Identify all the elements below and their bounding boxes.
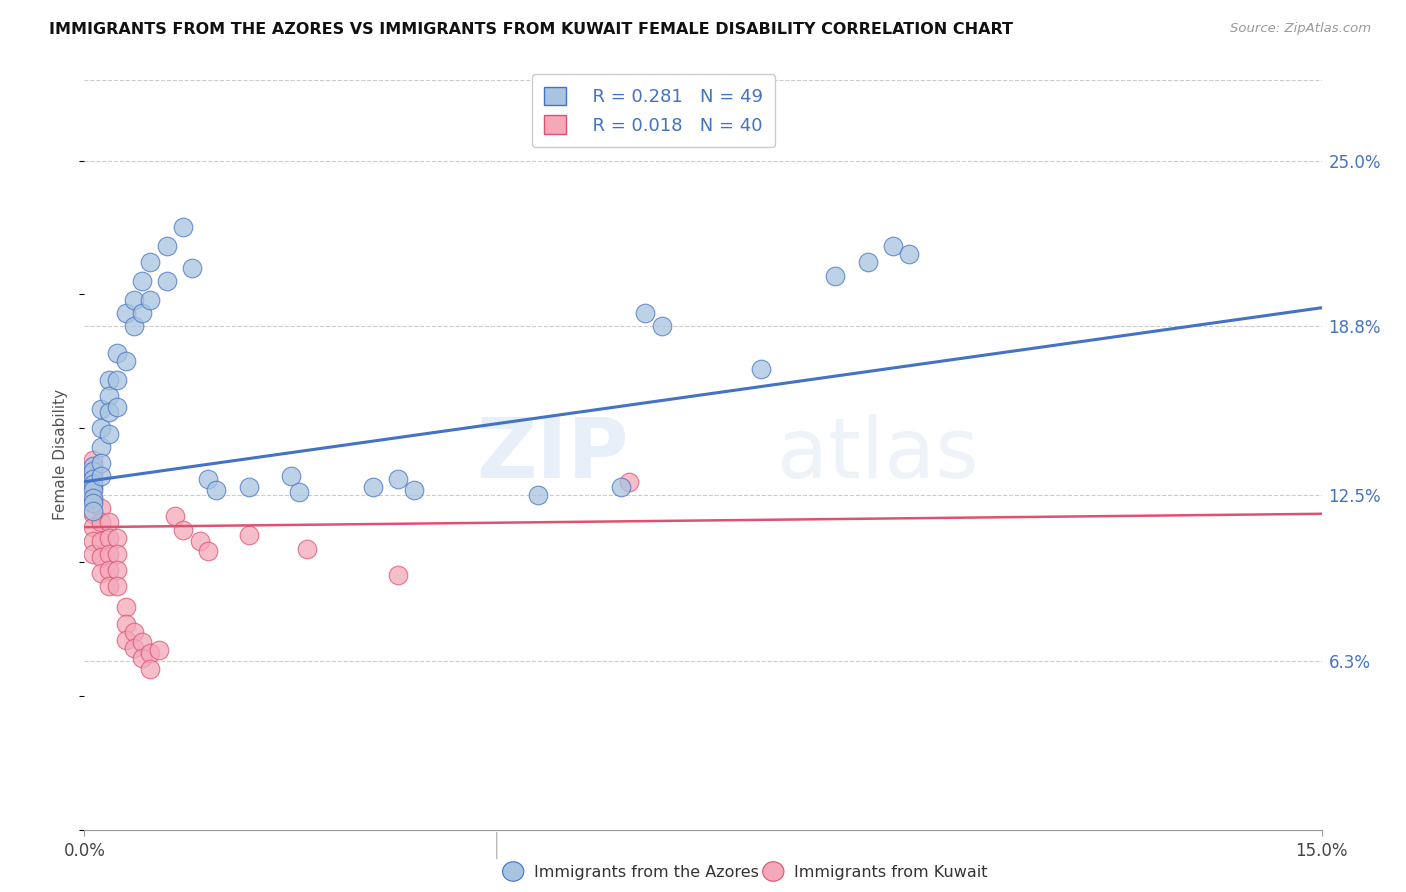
Point [82, 496, 104, 510]
Point [82, 504, 104, 518]
Point [90, 501, 112, 516]
Point [749, 362, 772, 376]
Point [105, 547, 128, 561]
Text: atlas: atlas [778, 415, 979, 495]
Point [131, 635, 153, 649]
Y-axis label: Female Disability: Female Disability [53, 389, 69, 521]
Point [634, 306, 657, 320]
Point [898, 247, 921, 261]
Text: IMMIGRANTS FROM THE AZORES VS IMMIGRANTS FROM KUWAIT FEMALE DISABILITY CORRELATI: IMMIGRANTS FROM THE AZORES VS IMMIGRANTS… [49, 22, 1014, 37]
Point [295, 541, 318, 556]
Point [527, 488, 550, 502]
Point [98, 515, 121, 529]
Point [387, 568, 409, 582]
Point [90, 440, 112, 454]
Point [105, 400, 128, 414]
Point [105, 373, 128, 387]
Point [82, 477, 104, 491]
Point [82, 520, 104, 534]
Point [82, 472, 104, 486]
Text: Source: ZipAtlas.com: Source: ZipAtlas.com [1230, 22, 1371, 36]
Point [122, 319, 145, 334]
Point [90, 549, 112, 564]
Point [197, 544, 219, 558]
Point [122, 640, 145, 655]
Point [105, 531, 128, 545]
Circle shape [502, 862, 524, 881]
Point [82, 507, 104, 521]
Point [404, 483, 426, 497]
Point [122, 293, 145, 307]
Point [98, 373, 121, 387]
Point [131, 651, 153, 665]
Point [197, 472, 219, 486]
Point [105, 346, 128, 360]
Point [172, 220, 194, 235]
Point [98, 563, 121, 577]
Point [172, 523, 194, 537]
Point [165, 509, 187, 524]
Point [856, 255, 879, 269]
Point [882, 239, 904, 253]
Point [82, 483, 104, 497]
Point [824, 268, 846, 283]
Point [82, 467, 104, 481]
Point [90, 421, 112, 435]
Point [156, 274, 179, 288]
Point [82, 464, 104, 478]
Text: Immigrants from the Azores: Immigrants from the Azores [534, 865, 759, 880]
Point [205, 483, 228, 497]
Point [90, 515, 112, 529]
Point [105, 563, 128, 577]
Point [131, 306, 153, 320]
Point [82, 458, 104, 473]
Point [139, 646, 162, 660]
Point [114, 616, 136, 631]
Point [90, 533, 112, 548]
Point [90, 402, 112, 417]
Point [90, 469, 112, 483]
Point [90, 456, 112, 470]
Point [617, 475, 640, 489]
Point [114, 632, 136, 647]
Point [387, 472, 409, 486]
Point [188, 533, 211, 548]
Text: Immigrants from Kuwait: Immigrants from Kuwait [794, 865, 988, 880]
Point [114, 306, 136, 320]
Point [131, 274, 153, 288]
Point [280, 469, 302, 483]
Point [180, 260, 202, 275]
Point [98, 531, 121, 545]
Legend:   R = 0.281   N = 49,   R = 0.018   N = 40: R = 0.281 N = 49, R = 0.018 N = 40 [531, 74, 775, 147]
Point [114, 354, 136, 368]
Point [238, 480, 260, 494]
Point [156, 239, 179, 253]
Point [98, 405, 121, 419]
Point [114, 600, 136, 615]
Point [361, 480, 384, 494]
Point [651, 319, 673, 334]
Point [148, 643, 170, 657]
Point [82, 493, 104, 508]
Point [82, 533, 104, 548]
Circle shape [762, 862, 785, 881]
Point [98, 579, 121, 593]
Point [82, 547, 104, 561]
Point [98, 426, 121, 441]
Point [98, 389, 121, 403]
Point [609, 480, 631, 494]
Point [238, 528, 260, 542]
Point [82, 453, 104, 467]
Point [82, 491, 104, 505]
Point [288, 485, 311, 500]
Point [139, 255, 162, 269]
Point [122, 624, 145, 639]
Point [139, 662, 162, 676]
Text: ZIP: ZIP [477, 415, 628, 495]
Point [105, 579, 128, 593]
Point [139, 293, 162, 307]
Point [98, 547, 121, 561]
Point [82, 480, 104, 494]
Point [90, 566, 112, 580]
